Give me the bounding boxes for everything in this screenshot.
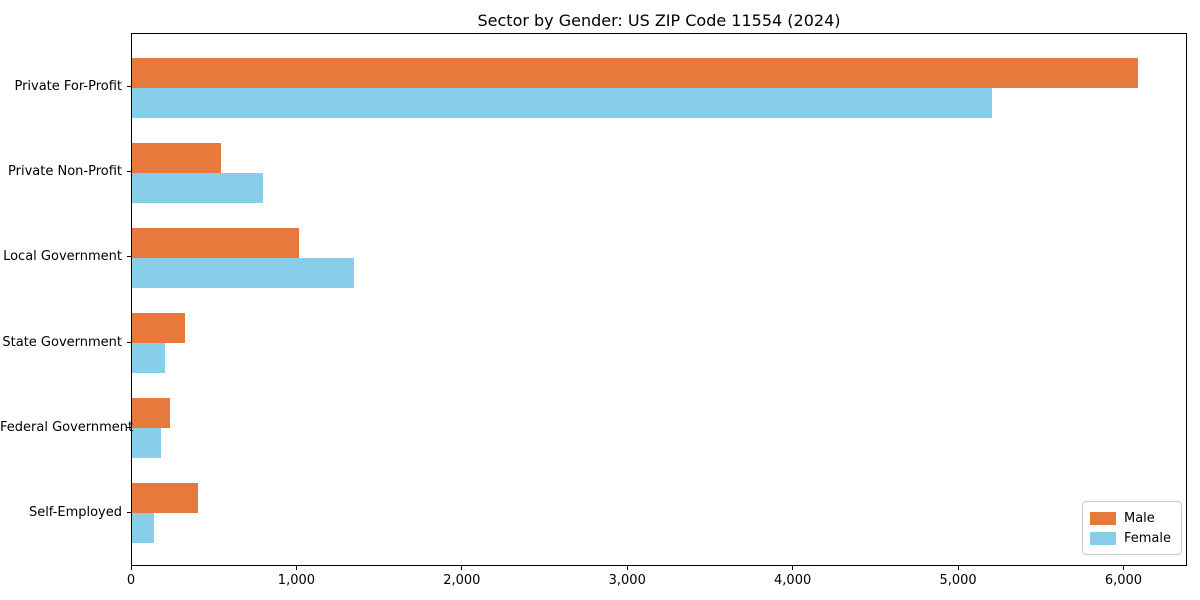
y-tick-label: Private Non-Profit bbox=[8, 164, 122, 180]
legend-item-female: Female bbox=[1089, 528, 1171, 548]
x-tick-label: 1,000 bbox=[277, 573, 316, 588]
y-tick-label: Self-Employed bbox=[28, 504, 122, 520]
legend-item-male: Male bbox=[1089, 508, 1171, 528]
bar-female-4 bbox=[132, 428, 161, 458]
x-tick-label: 6,000 bbox=[1104, 573, 1143, 588]
bar-female-2 bbox=[132, 257, 354, 288]
x-tick-label: 0 bbox=[126, 573, 136, 588]
y-tick bbox=[127, 341, 131, 343]
x-tick bbox=[792, 566, 794, 570]
bar-male-2 bbox=[132, 228, 300, 258]
plot-area bbox=[131, 33, 1187, 566]
chart-title: Sector by Gender: US ZIP Code 11554 (202… bbox=[477, 11, 841, 30]
x-tick bbox=[957, 566, 959, 570]
y-tick bbox=[127, 426, 131, 428]
y-tick bbox=[127, 171, 131, 173]
legend-label: Female bbox=[1123, 530, 1171, 546]
bar-male-3 bbox=[132, 313, 185, 343]
x-tick bbox=[461, 566, 463, 570]
legend: Male Female bbox=[1081, 501, 1182, 555]
x-tick bbox=[1122, 566, 1124, 570]
x-tick-label: 3,000 bbox=[608, 573, 646, 588]
bar-male-4 bbox=[132, 398, 171, 428]
x-tick-label: 2,000 bbox=[443, 573, 481, 588]
x-tick-label: 4,000 bbox=[774, 573, 812, 588]
bar-female-1 bbox=[132, 172, 263, 203]
bar-male-1 bbox=[132, 143, 222, 173]
legend-swatch-female bbox=[1089, 531, 1116, 545]
bar-female-0 bbox=[132, 87, 993, 118]
y-tick-label: State Government bbox=[2, 334, 122, 350]
x-tick bbox=[130, 566, 132, 570]
legend-swatch-male bbox=[1089, 511, 1116, 525]
bar-male-5 bbox=[132, 483, 199, 514]
bar-male-0 bbox=[132, 58, 1138, 88]
legend-label: Male bbox=[1123, 510, 1155, 526]
y-tick-label: Local Government bbox=[3, 249, 122, 265]
y-tick bbox=[127, 256, 131, 258]
x-tick bbox=[626, 566, 628, 570]
x-tick-label: 5,000 bbox=[939, 573, 977, 588]
x-tick bbox=[295, 566, 297, 570]
bar-female-3 bbox=[132, 343, 166, 373]
y-tick bbox=[127, 511, 131, 513]
y-tick bbox=[127, 86, 131, 88]
y-tick-label: Private For-Profit bbox=[14, 79, 122, 95]
bar-female-5 bbox=[132, 513, 155, 543]
y-tick-label: Federal Government bbox=[0, 419, 134, 435]
